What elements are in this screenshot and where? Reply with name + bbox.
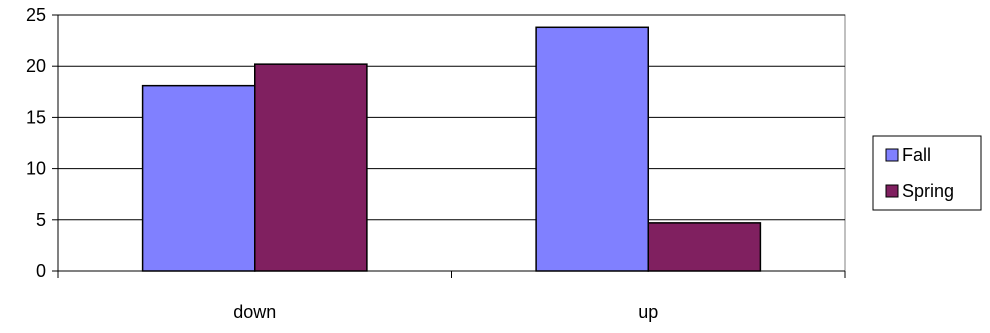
- legend-swatch-spring: [885, 184, 899, 198]
- y-tick-labels: 0 5 10 15 20 25: [26, 5, 46, 281]
- y-tick-label: 15: [26, 107, 46, 127]
- bar-spring-up: [647, 222, 762, 272]
- legend-label-spring: Spring: [902, 181, 954, 201]
- y-tick-label: 10: [26, 159, 46, 179]
- legend-label-fall: Fall: [902, 145, 931, 165]
- bar-fall-down: [141, 84, 256, 272]
- x-tick-label: up: [638, 302, 658, 322]
- axes: [52, 14, 846, 278]
- bar-spring-down: [254, 63, 368, 272]
- legend-box: [872, 135, 982, 211]
- bars: [141, 26, 762, 272]
- legend-swatch-fall: [885, 148, 899, 162]
- x-tick-label: down: [233, 302, 276, 322]
- x-tick-labels: down up: [233, 302, 658, 322]
- y-tick-label: 20: [26, 56, 46, 76]
- y-tick-label: 0: [36, 261, 46, 281]
- bar-fall-up: [535, 26, 649, 272]
- y-tick-label: 5: [36, 210, 46, 230]
- y-tick-label: 25: [26, 5, 46, 25]
- legend: Fall Spring: [872, 135, 982, 211]
